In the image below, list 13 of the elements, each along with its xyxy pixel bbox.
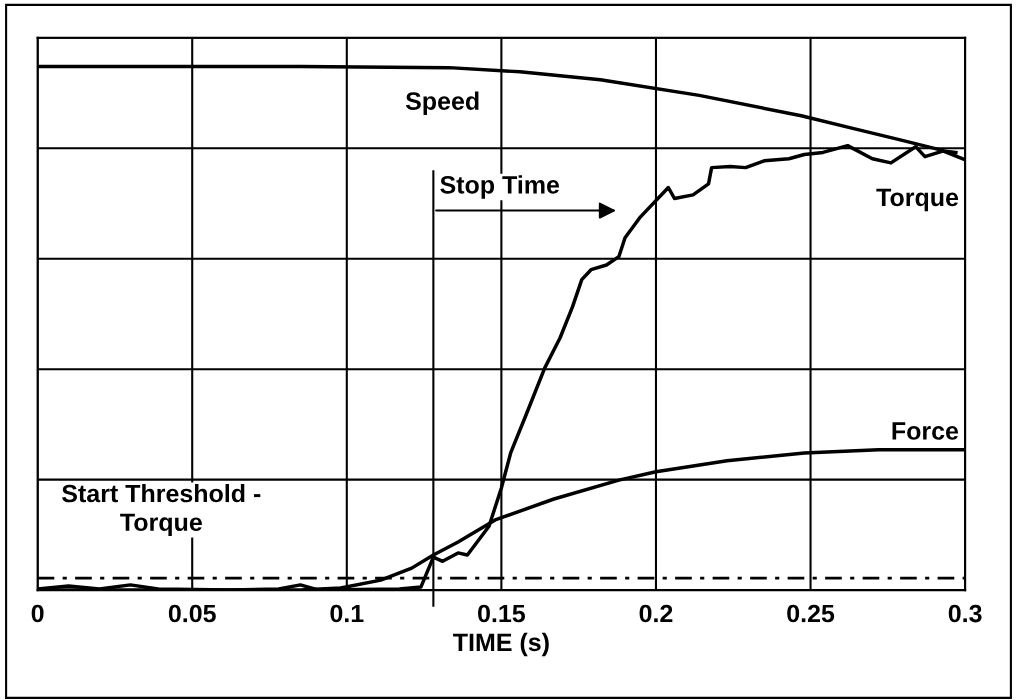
x-tick-label: 0.05: [168, 604, 216, 623]
x-tick-label: 0.3: [948, 604, 982, 623]
x-tick-label: 0.2: [639, 604, 673, 623]
x-tick-label: 0.15: [478, 604, 526, 623]
series-label: Torque: [876, 188, 959, 212]
ref-line-label: Stop Time: [440, 175, 560, 199]
x-tick-label: 0: [31, 604, 44, 623]
ref-line-label: Start Threshold - Torque: [62, 483, 261, 537]
x-tick-label: 0.25: [787, 604, 835, 623]
series-label: Speed: [405, 91, 479, 115]
x-tick-label: 0.1: [330, 604, 364, 623]
x-axis-title: TIME (s): [453, 632, 549, 657]
series-label: Force: [892, 422, 959, 440]
